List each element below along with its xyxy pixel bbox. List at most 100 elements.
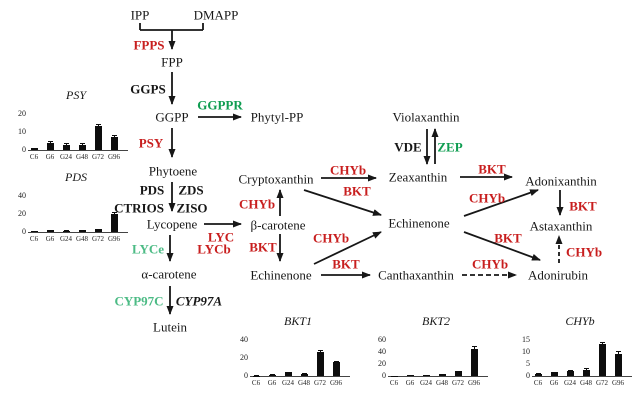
bar-G48 xyxy=(582,369,590,376)
enzyme-lyc: LYC xyxy=(207,229,235,245)
node-lycopene: Lycopene xyxy=(146,216,198,232)
x-tick-label-C6: C6 xyxy=(389,379,399,387)
y-tick-label: 20 xyxy=(18,208,26,218)
node-alpha-carotene: α-carotene xyxy=(141,266,197,282)
x-tick-label-G24: G24 xyxy=(59,235,73,243)
x-tick-label-G6: G6 xyxy=(267,379,277,387)
bar-G48 xyxy=(78,144,86,150)
y-tick-label: 40 xyxy=(378,346,386,356)
x-tick-label-G72: G72 xyxy=(595,379,609,387)
y-tick-label: 5 xyxy=(526,358,530,368)
arrow-cryptoxanthin-to-echinenone-mid xyxy=(303,189,382,216)
error-cap-G48 xyxy=(301,373,307,375)
bar-G24 xyxy=(566,371,574,376)
y-tick-label: 0 xyxy=(526,371,530,380)
x-axis-line xyxy=(28,232,128,233)
bar-G6 xyxy=(46,142,54,150)
bar-G72 xyxy=(94,229,102,232)
x-tick-label-C6: C6 xyxy=(533,379,543,387)
enzyme-lycb: LYCb xyxy=(197,241,231,257)
x-tick-label-G48: G48 xyxy=(435,379,449,387)
enzyme-lyce: LYCe xyxy=(131,241,165,257)
node-ipp: IPP xyxy=(130,7,150,23)
error-cap-C6 xyxy=(391,375,397,377)
arrow-echinenone-mid-to-adonirubin xyxy=(463,231,541,261)
node-dmapp: DMAPP xyxy=(193,7,239,23)
bar-G72 xyxy=(94,126,102,150)
error-cap-G6 xyxy=(47,229,53,231)
error-cap-G24 xyxy=(423,374,429,376)
y-tick-label: 20 xyxy=(378,358,386,368)
error-cap-G96 xyxy=(111,212,117,213)
x-tick-label-C6: C6 xyxy=(251,379,261,387)
enzyme-chyb-crypto-zea: CHYb xyxy=(329,162,367,178)
chart-psy: PSY 0 10 20 C6 G6 G24 G48 G72 G96 xyxy=(2,88,132,168)
error-cap-G72 xyxy=(95,123,101,125)
node-astaxanthin: Astaxanthin xyxy=(529,218,593,234)
enzyme-ggps: GGPS xyxy=(130,81,166,97)
error-cap-G96 xyxy=(615,350,621,352)
bar-C6 xyxy=(534,373,542,376)
bar-G96 xyxy=(470,348,478,376)
node-adonirubin: Adonirubin xyxy=(528,267,588,283)
x-tick-label-G48: G48 xyxy=(75,235,89,243)
enzyme-chyb-echi-adonix: CHYb xyxy=(468,190,506,206)
x-tick-label-G72: G72 xyxy=(91,153,105,161)
error-cap-C6 xyxy=(253,375,259,377)
bar-G24 xyxy=(284,372,292,376)
enzyme-zds: ZDS xyxy=(178,182,204,198)
enzyme-cyp97c: CYP97C xyxy=(114,293,164,309)
node-zeaxanthin: Zeaxanthin xyxy=(388,169,448,185)
error-cap-G96 xyxy=(333,361,339,362)
node-cryptoxanthin: Cryptoxanthin xyxy=(238,171,314,187)
error-cap-G6 xyxy=(269,374,275,376)
condensation-bracket xyxy=(139,23,204,31)
enzyme-chyb-echi-echi: CHYb xyxy=(312,230,350,246)
enzyme-vde: VDE xyxy=(394,139,422,155)
error-bar-G96 xyxy=(618,350,619,355)
x-axis-line xyxy=(28,150,128,151)
x-tick-label-G24: G24 xyxy=(281,379,295,387)
arrow-echinenone-low-to-echinenone-mid xyxy=(313,231,382,265)
bar-G96 xyxy=(614,354,622,376)
x-tick-label-G48: G48 xyxy=(297,379,311,387)
error-cap-G24 xyxy=(63,143,69,145)
error-cap-C6 xyxy=(31,147,37,149)
chart-title: CHYb xyxy=(565,314,595,328)
error-cap-G24 xyxy=(63,230,69,232)
node-phytoene: Phytoene xyxy=(148,163,198,179)
chart-title: BKT2 xyxy=(421,314,450,328)
x-tick-label-G72: G72 xyxy=(313,379,327,387)
error-cap-G6 xyxy=(47,140,53,142)
error-cap-G96 xyxy=(471,346,477,348)
error-cap-G48 xyxy=(583,368,589,370)
error-cap-G48 xyxy=(439,373,445,375)
chart-title: BKT1 xyxy=(283,314,312,328)
node-violaxanthin: Violaxanthin xyxy=(392,109,460,125)
bar-G48 xyxy=(78,230,86,232)
chart-title: PDS xyxy=(65,170,87,184)
y-tick-label: 40 xyxy=(240,334,248,344)
x-tick-label-G72: G72 xyxy=(91,235,105,243)
enzyme-cyp97a: CYP97A xyxy=(175,293,223,309)
error-cap-G72 xyxy=(455,370,461,372)
error-cap-G96 xyxy=(111,135,117,137)
error-cap-G48 xyxy=(79,143,85,145)
node-lutein: Lutein xyxy=(153,319,187,335)
error-cap-G72 xyxy=(317,350,323,352)
error-bar-G96 xyxy=(474,346,475,349)
bar-G24 xyxy=(62,144,70,150)
bar-G72 xyxy=(316,352,324,376)
error-cap-G24 xyxy=(567,370,573,372)
y-tick-label: 10 xyxy=(522,346,530,356)
x-tick-label-G96: G96 xyxy=(329,379,343,387)
error-bar-G72 xyxy=(98,123,99,127)
enzyme-pds: PDS xyxy=(139,182,165,198)
bar-G48 xyxy=(300,373,308,376)
y-tick-label: 20 xyxy=(18,108,26,118)
enzyme-ziso: ZISO xyxy=(176,200,208,216)
chart-title: PSY xyxy=(65,88,86,102)
x-tick-label-G24: G24 xyxy=(563,379,577,387)
enzyme-chyb-adonirub-astax: CHYb xyxy=(565,244,603,260)
